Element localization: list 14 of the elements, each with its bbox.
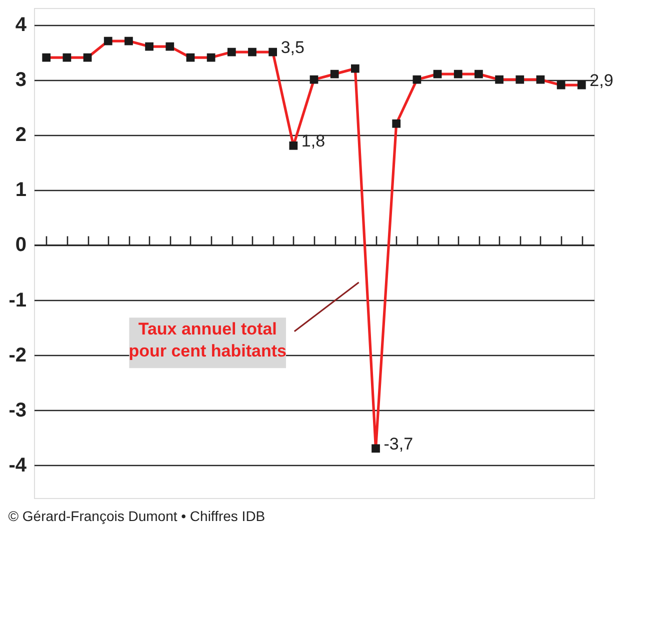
y-tick-label: -4 [8, 454, 28, 476]
y-tick-label: 3 [15, 69, 26, 92]
data-label: 2,9 [590, 71, 614, 90]
y-tick-label: -1 [8, 289, 26, 312]
y-tick-label: 0 [15, 234, 26, 256]
text: © Gérard-François Dumont • Chiffres IDB [8, 508, 266, 524]
y-tick-label: -2 [8, 344, 26, 366]
y-tick-label: -3 [8, 399, 26, 422]
y-tick-label: 1 [15, 179, 26, 202]
y-tick-label: 2 [15, 124, 26, 146]
data-label: 3,5 [280, 38, 304, 58]
y-tick-label: 4 [15, 14, 28, 36]
data-label: -3,7 [384, 434, 414, 454]
text: Taux annuel total pour cent habitants [128, 320, 286, 361]
